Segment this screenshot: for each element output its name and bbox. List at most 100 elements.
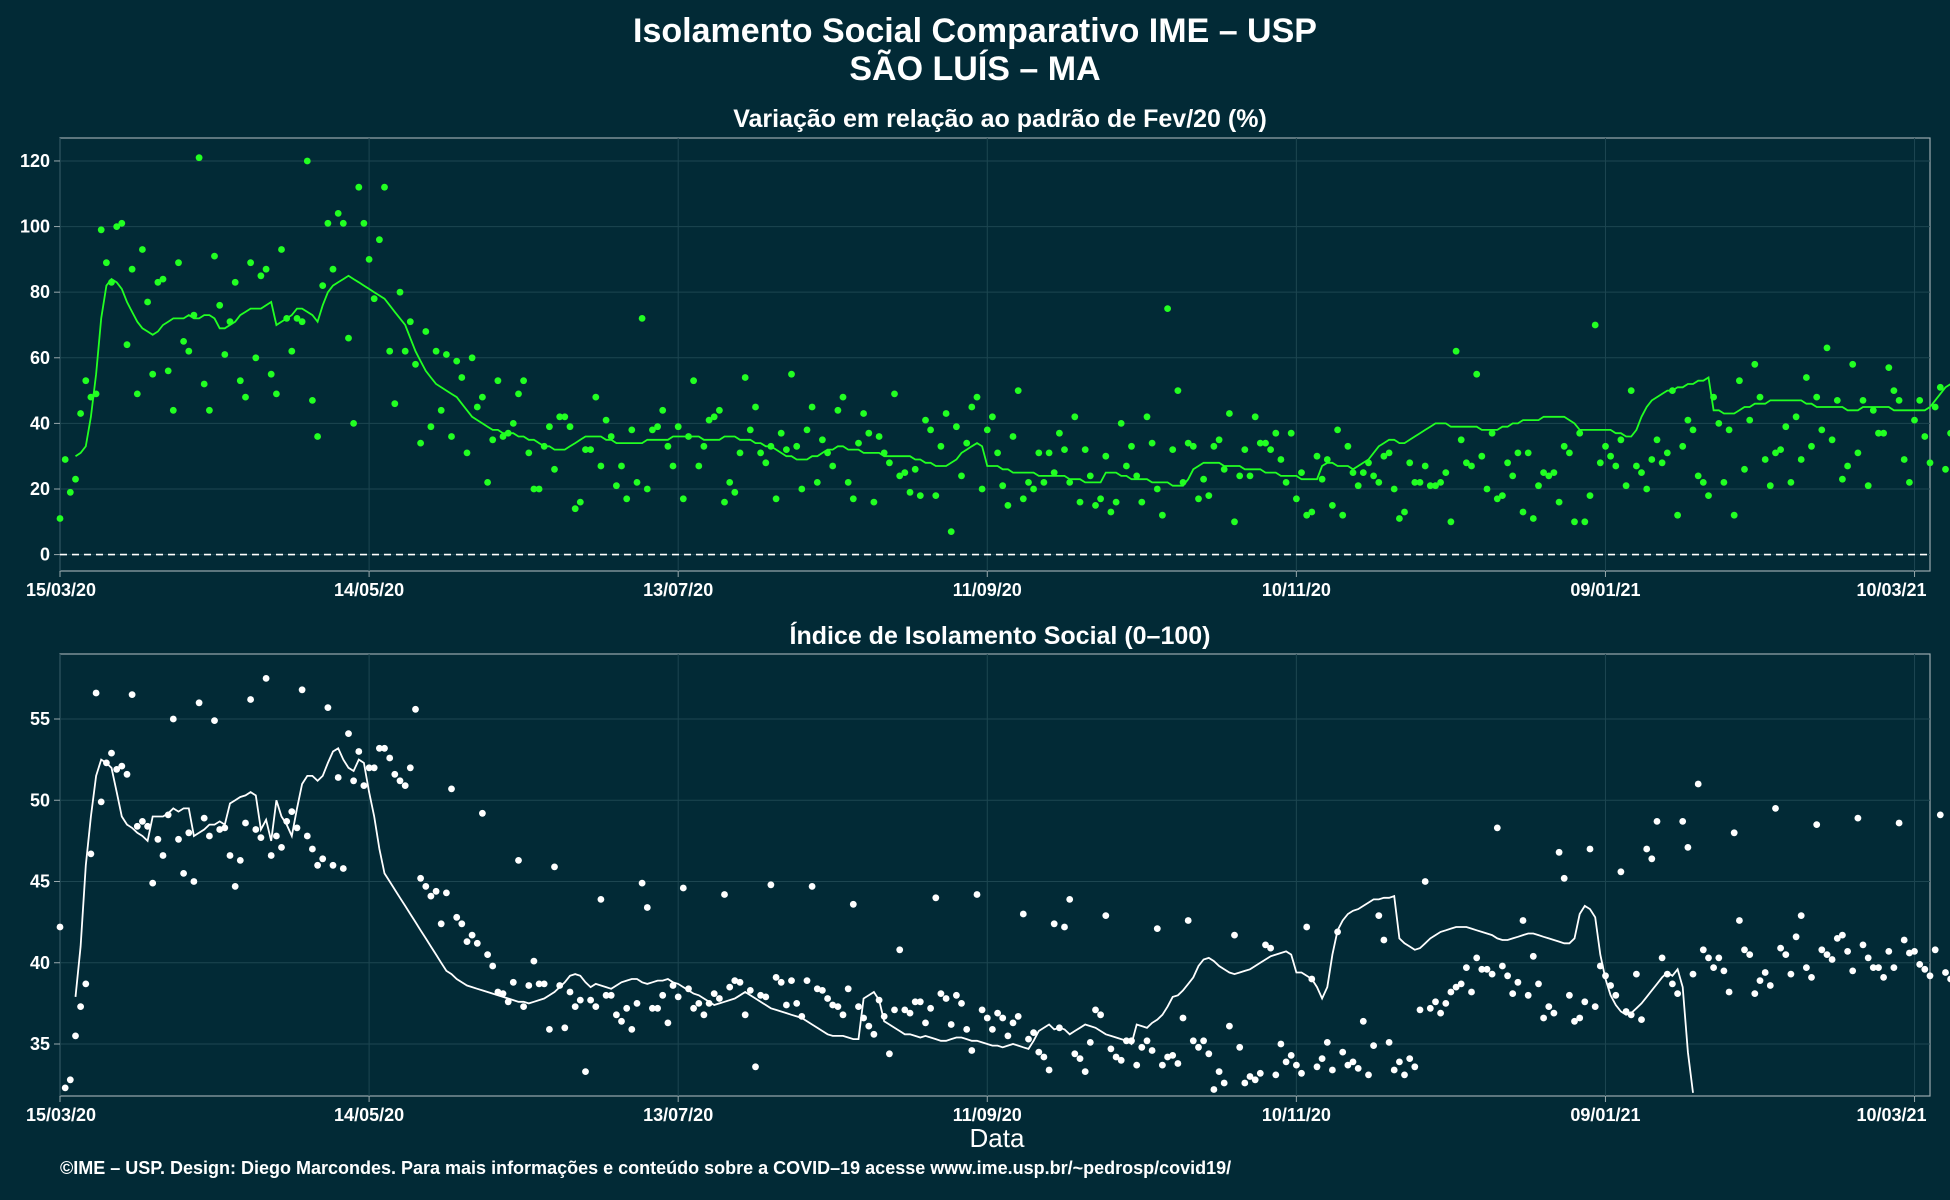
- bot-data-point: [819, 987, 826, 994]
- bot-data-point: [1813, 821, 1821, 828]
- top-data-point: [489, 436, 497, 444]
- top-data-point: [365, 256, 373, 263]
- top-data-point: [66, 488, 74, 496]
- bot-data-point: [381, 744, 388, 752]
- bot-data-point: [1066, 896, 1074, 903]
- bot-data-point: [1839, 931, 1846, 939]
- bot-data-point: [1777, 944, 1784, 952]
- top-data-point: [849, 495, 857, 503]
- top-data-point: [515, 390, 522, 398]
- top-data-point: [1828, 436, 1836, 444]
- bot-data-point: [1025, 1035, 1032, 1043]
- bot-data-point: [947, 1021, 955, 1028]
- bot-data-point: [1931, 946, 1939, 954]
- bot-data-point: [906, 1009, 914, 1017]
- bot-data-point: [1153, 925, 1161, 932]
- bot-data-point: [1684, 844, 1692, 851]
- bot-data-point: [1061, 923, 1068, 931]
- bot-data-point: [1231, 931, 1238, 939]
- top-data-point: [319, 282, 327, 289]
- top-data-point: [355, 183, 363, 191]
- bot-data-point: [1772, 805, 1779, 812]
- bot-data-point: [803, 977, 811, 984]
- bot-data-point: [556, 982, 564, 989]
- top-data-point: [1117, 420, 1125, 427]
- bot-data-point: [1483, 965, 1491, 973]
- top-data-point: [303, 157, 311, 165]
- top-data-point: [334, 210, 342, 217]
- top-data-point: [1540, 469, 1547, 476]
- top-data-point: [1159, 511, 1166, 519]
- top-data-point: [448, 433, 455, 440]
- bot-data-point: [1287, 1052, 1295, 1059]
- bot-data-point: [257, 834, 265, 841]
- bot-data-point: [1148, 1047, 1156, 1054]
- top-data-point: [1885, 364, 1893, 371]
- top-data-point: [1262, 439, 1269, 447]
- top-data-point: [1900, 456, 1908, 463]
- bot-data-point: [1282, 1058, 1290, 1066]
- top-data-point: [77, 410, 84, 417]
- bot-data-point: [983, 1014, 991, 1022]
- bot-data-point: [159, 852, 167, 859]
- bot-data-point: [870, 1030, 878, 1038]
- top-panel-title: Variação em relação ao padrão de Fev/20 …: [733, 105, 1267, 133]
- top-data-point: [139, 246, 146, 253]
- bot-data-point: [1936, 811, 1944, 819]
- top-data-point: [1730, 511, 1738, 519]
- top-data-point: [855, 439, 862, 447]
- top-data-point: [1803, 374, 1810, 381]
- top-data-point: [509, 420, 517, 427]
- bot-data-point: [1942, 969, 1949, 976]
- top-data-point: [329, 265, 337, 273]
- top-data-point: [267, 370, 275, 378]
- bot-data-point: [499, 990, 507, 997]
- top-data-point: [1777, 446, 1784, 453]
- top-data-point: [1617, 436, 1625, 444]
- bot-data-point: [752, 1063, 759, 1071]
- bot-data-point: [520, 1003, 527, 1010]
- top-data-point: [1164, 305, 1171, 312]
- bot-data-point: [1107, 1045, 1115, 1053]
- top-data-point: [1148, 439, 1156, 447]
- bot-data-point: [1421, 878, 1429, 885]
- top-data-point: [1220, 465, 1228, 473]
- top-data-point: [1102, 452, 1110, 460]
- bot-data-point: [623, 1004, 631, 1012]
- top-data-point: [1076, 498, 1084, 506]
- top-data-point: [1004, 502, 1012, 509]
- bot-data-point: [1035, 1048, 1043, 1056]
- bot-data-point: [716, 995, 723, 1002]
- top-data-point: [1426, 482, 1434, 490]
- top-data-point: [927, 426, 934, 434]
- bot-data-point: [1890, 964, 1898, 971]
- top-data-point: [561, 413, 569, 421]
- bot-data-point: [1195, 1043, 1202, 1051]
- bot-data-point: [479, 809, 486, 817]
- top-data-point: [1638, 469, 1645, 476]
- bot-data-point: [1823, 951, 1831, 958]
- top-data-point: [592, 393, 600, 401]
- top-data-point: [1880, 429, 1887, 437]
- bot-data-point: [1864, 954, 1872, 962]
- top-data-point: [716, 406, 723, 414]
- top-data-point: [1818, 426, 1826, 434]
- top-data-point: [834, 406, 842, 414]
- top-moving-average-line: [75, 274, 1950, 487]
- bot-data-point: [66, 1076, 74, 1084]
- bot-data-point: [1720, 967, 1728, 975]
- bot-data-point: [1277, 1040, 1285, 1048]
- bot-data-point: [757, 991, 764, 999]
- bot-data-point: [236, 857, 244, 864]
- bot-data-point: [1519, 917, 1527, 924]
- bot-data-point: [963, 1026, 971, 1033]
- bot-data-point: [1159, 1061, 1166, 1069]
- bot-data-point: [1457, 980, 1465, 988]
- bot-data-point: [494, 988, 502, 996]
- bot-data-point: [855, 1003, 862, 1010]
- bot-data-point: [783, 1001, 790, 1009]
- bot-data-point: [169, 715, 177, 723]
- bot-data-point: [1432, 998, 1439, 1006]
- top-data-point: [1736, 377, 1743, 385]
- bot-data-point: [211, 717, 218, 724]
